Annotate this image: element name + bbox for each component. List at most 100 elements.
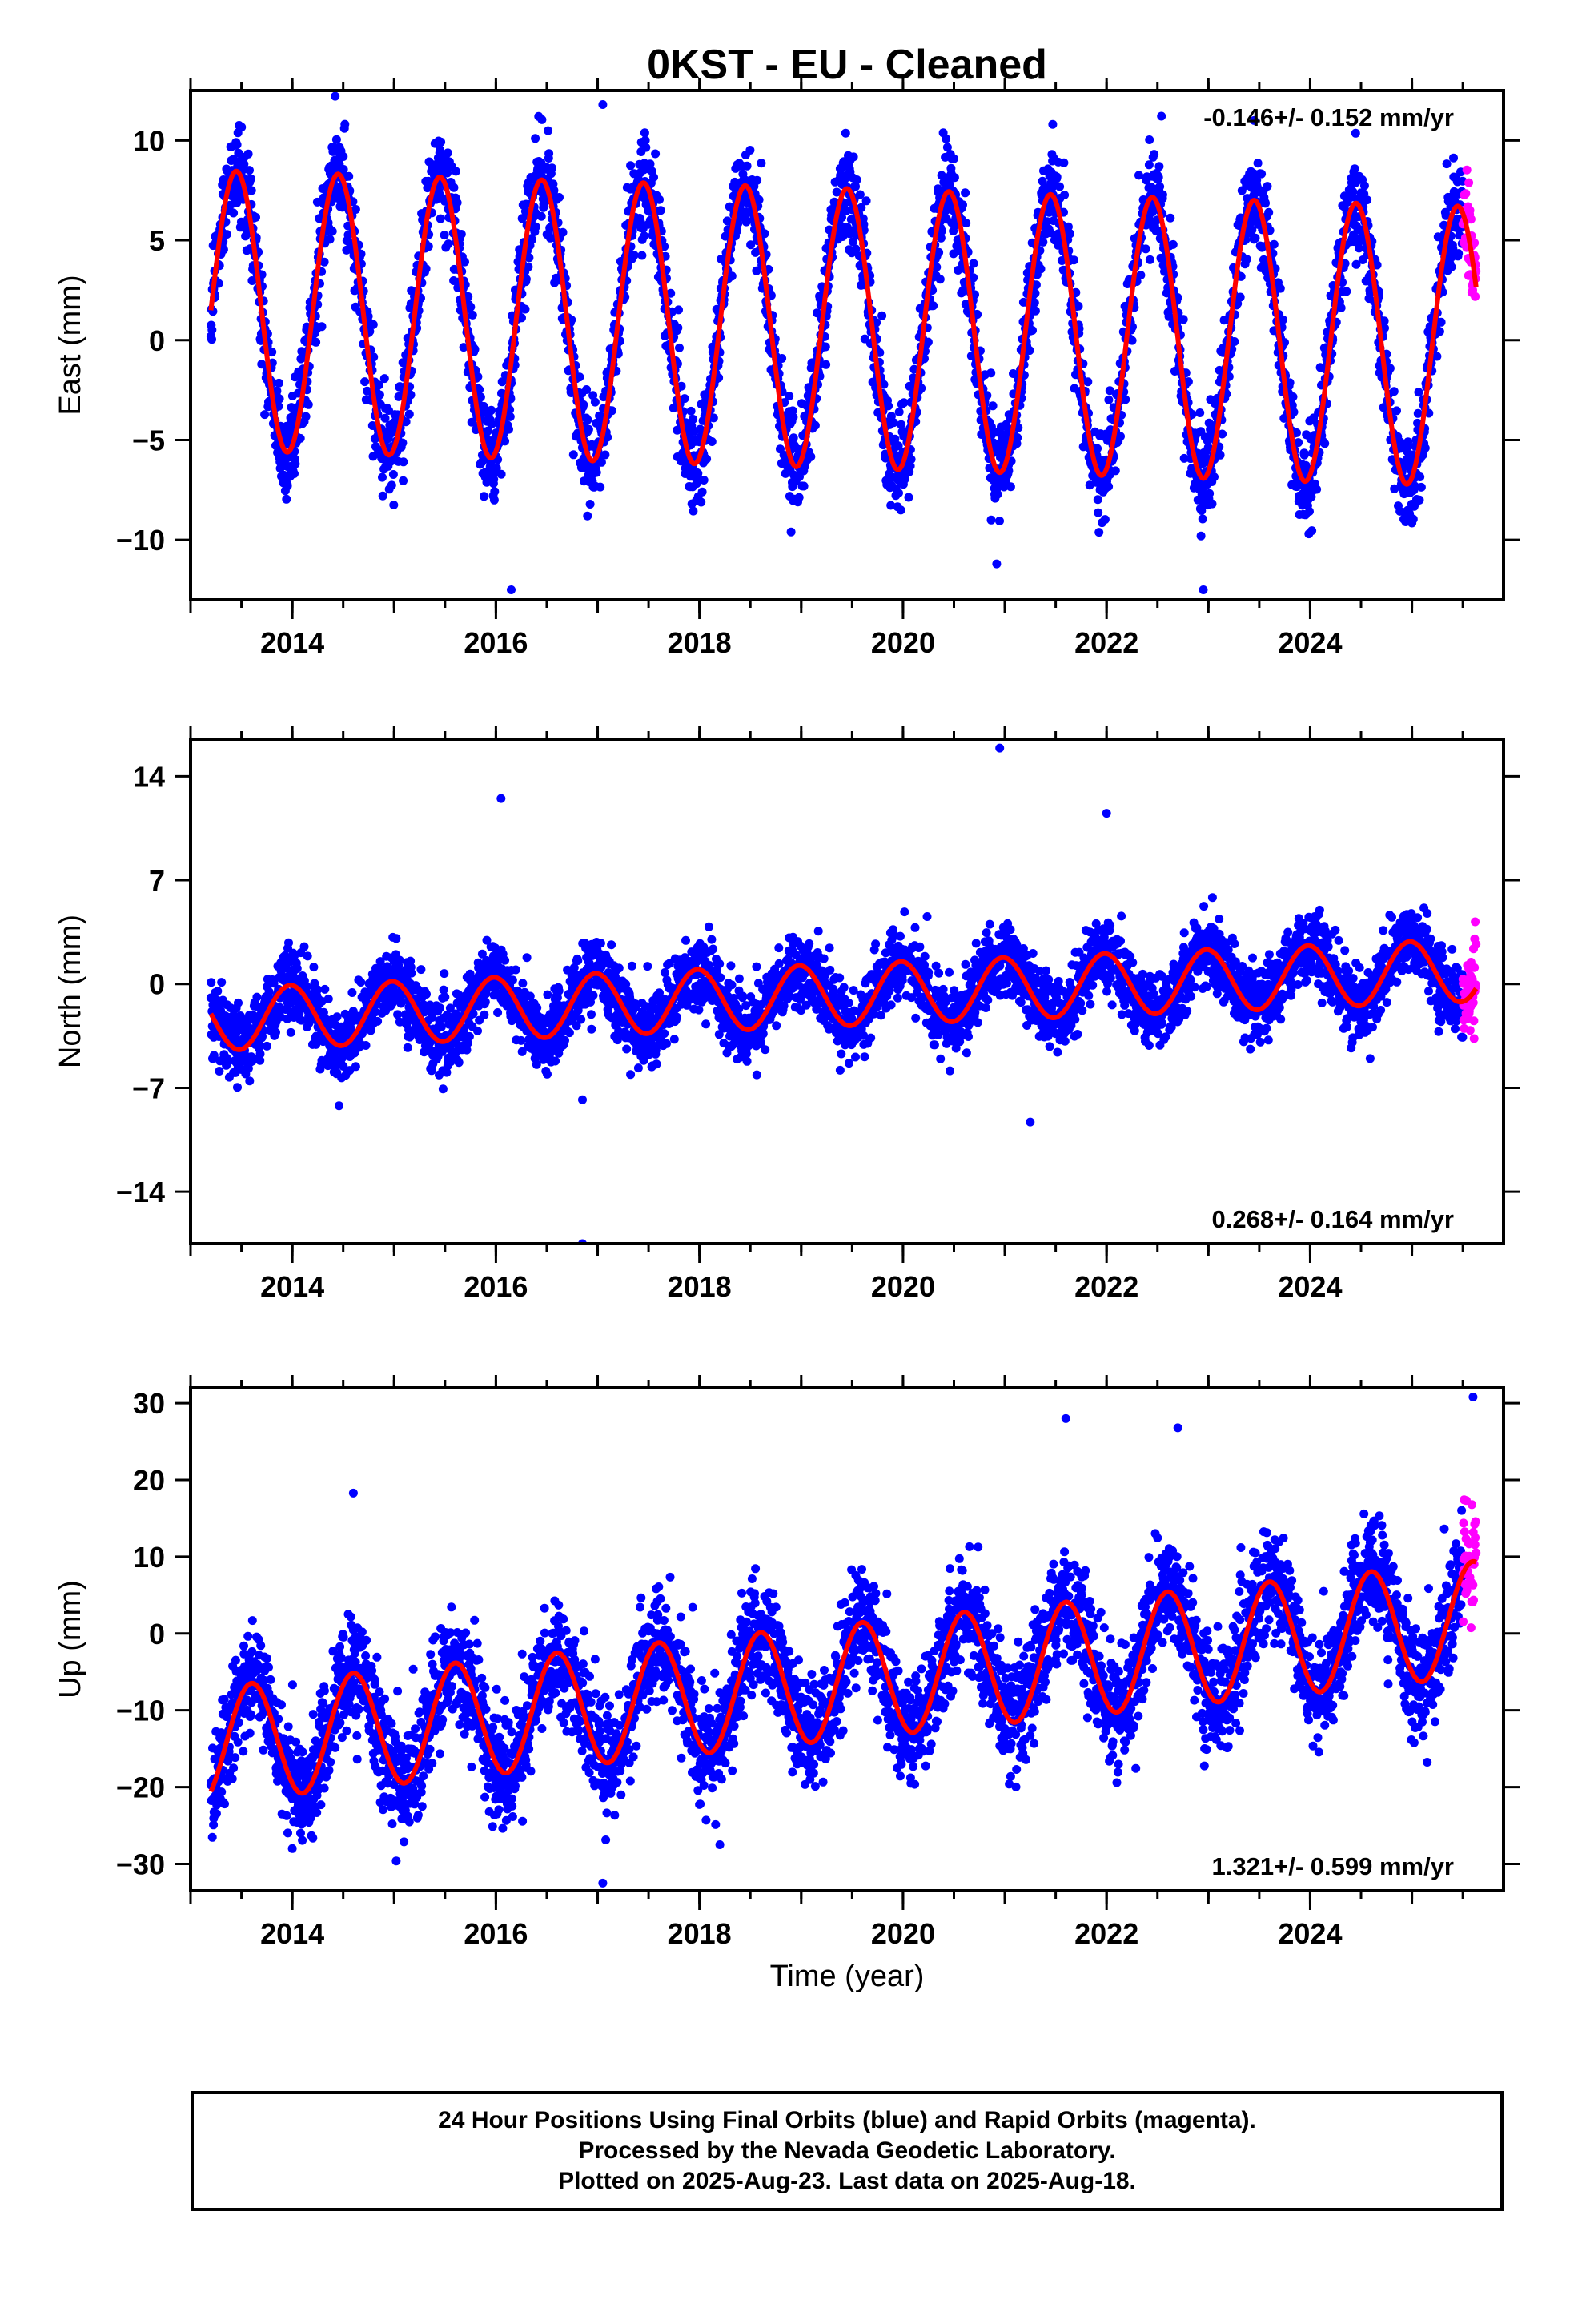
data-point <box>1154 162 1164 171</box>
x-tick-label: 2018 <box>668 626 732 659</box>
data-point <box>1408 514 1418 524</box>
data-point <box>222 230 231 239</box>
data-point <box>271 1027 280 1037</box>
data-point <box>1205 489 1215 498</box>
data-point <box>603 432 612 442</box>
data-point <box>1154 173 1163 182</box>
data-point <box>699 476 709 485</box>
data-point <box>1150 150 1159 159</box>
outlier-point <box>507 585 516 594</box>
data-point <box>449 183 459 192</box>
data-point <box>536 211 546 221</box>
data-point <box>777 354 787 363</box>
data-point <box>1100 515 1110 525</box>
data-point <box>848 237 857 247</box>
data-point <box>1414 388 1423 397</box>
data-point <box>464 292 473 301</box>
data-point <box>404 409 414 419</box>
data-point <box>490 487 500 497</box>
data-point <box>327 227 337 236</box>
data-point <box>489 475 499 485</box>
data-point <box>1257 169 1267 179</box>
data-point <box>1134 171 1143 180</box>
data-point <box>934 247 944 257</box>
data-point <box>821 360 831 369</box>
data-point <box>1110 466 1120 476</box>
data-point <box>521 275 531 283</box>
data-point <box>295 433 305 443</box>
data-point <box>1462 165 1472 175</box>
y-tick-label: −5 <box>132 424 165 456</box>
data-point <box>1121 395 1130 404</box>
data-point <box>857 203 866 212</box>
data-point <box>637 251 647 260</box>
data-point <box>1464 178 1474 187</box>
data-point <box>232 140 242 150</box>
data-point <box>290 469 299 478</box>
data-point <box>904 493 913 502</box>
data-point <box>935 275 945 284</box>
data-point <box>600 450 610 460</box>
data-point <box>466 302 476 312</box>
data-point <box>894 408 904 416</box>
data-point <box>323 994 333 1003</box>
data-point <box>531 222 540 231</box>
data-point <box>217 978 227 987</box>
data-point <box>760 229 769 239</box>
data-point <box>284 938 293 947</box>
data-point <box>714 373 724 383</box>
data-point <box>260 410 270 420</box>
data-point <box>1436 317 1446 327</box>
data-point <box>641 143 651 152</box>
data-point <box>1461 189 1471 199</box>
x-tick-label: 2022 <box>1074 626 1138 659</box>
data-point <box>969 259 978 268</box>
data-point <box>973 310 982 320</box>
data-point <box>592 468 601 477</box>
data-point <box>1320 439 1330 448</box>
data-point <box>640 135 650 145</box>
data-point <box>219 245 228 255</box>
data-point <box>1465 206 1475 215</box>
data-point <box>505 412 515 421</box>
data-point <box>1392 406 1401 416</box>
data-point <box>806 452 816 461</box>
data-point <box>456 230 466 239</box>
data-point <box>1166 213 1175 223</box>
data-point <box>937 226 946 235</box>
data-point <box>1432 352 1442 361</box>
data-point <box>899 398 909 408</box>
data-point <box>286 1027 295 1037</box>
data-point <box>733 226 742 235</box>
data-point <box>889 418 898 428</box>
data-point <box>1094 508 1103 517</box>
data-point <box>596 482 605 492</box>
data-point <box>1094 528 1104 537</box>
data-point <box>302 982 311 991</box>
data-point <box>356 978 366 987</box>
data-point <box>745 146 755 155</box>
data-point <box>393 1010 403 1019</box>
data-point <box>443 148 452 158</box>
data-point <box>391 934 401 943</box>
data-point <box>640 231 649 241</box>
data-point <box>1104 482 1114 491</box>
data-point <box>255 1041 264 1051</box>
data-point <box>267 348 277 356</box>
data-point <box>479 401 488 411</box>
y-tick-label: −10 <box>116 524 165 557</box>
data-point <box>1251 233 1260 243</box>
data-point <box>1307 526 1317 536</box>
data-point <box>555 193 564 202</box>
data-point <box>1052 172 1062 182</box>
data-point <box>378 491 387 501</box>
east-y-axis-label: East (mm) <box>54 275 87 415</box>
data-point <box>741 217 751 227</box>
data-point <box>1055 182 1065 191</box>
data-point <box>303 400 313 409</box>
data-point <box>407 968 416 978</box>
data-point <box>1207 499 1217 509</box>
data-point <box>821 342 830 352</box>
data-point <box>837 213 846 222</box>
